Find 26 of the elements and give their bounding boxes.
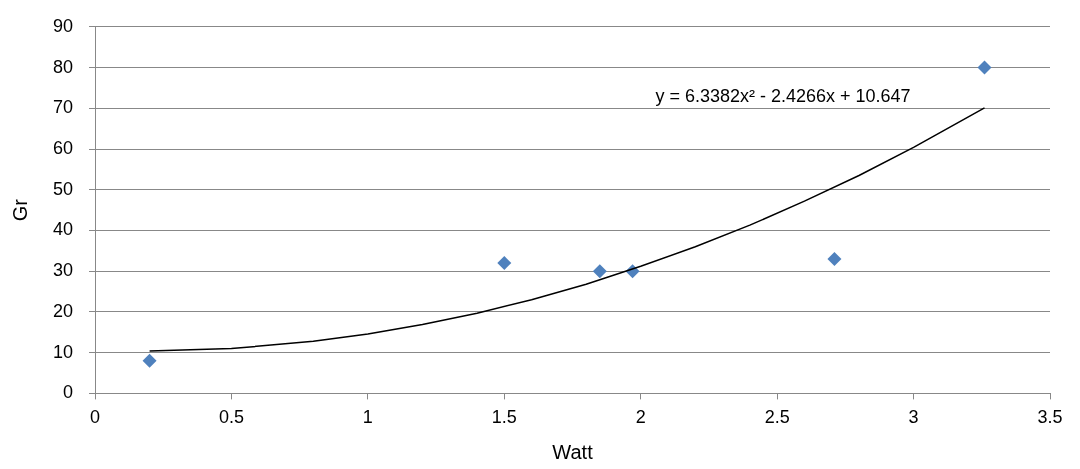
y-tick-label: 10 — [52, 341, 74, 362]
y-tick-label: 90 — [52, 15, 74, 36]
y-axis-title: Gr — [8, 198, 31, 222]
y-tick-label: 70 — [52, 97, 74, 118]
annotation: y = 6.3382x² - 2.4266x + 10.647 — [655, 85, 911, 106]
y-tick-label: 40 — [52, 219, 74, 240]
x-tick-label: 0.5 — [218, 407, 244, 428]
point — [592, 264, 607, 279]
x-axis-title: Watt — [552, 440, 594, 463]
x-tick-label: 2.5 — [764, 407, 790, 428]
x-tick-label: 3.5 — [1037, 407, 1063, 428]
x-tick-label: 1.5 — [491, 407, 517, 428]
point — [977, 60, 992, 75]
y-tick-label: 0 — [63, 382, 74, 403]
y-tick-label: 20 — [52, 300, 74, 321]
y-tick-label: 30 — [52, 260, 74, 281]
point — [142, 353, 157, 368]
x-tick-label: 0 — [90, 407, 101, 428]
point — [497, 256, 512, 271]
point — [827, 251, 842, 266]
x-tick-label: 1 — [362, 407, 373, 428]
x-tick-label: 3 — [908, 407, 919, 428]
y-tick-label: 80 — [52, 56, 74, 77]
y-tick-label: 60 — [52, 137, 74, 158]
y-tick-label: 50 — [52, 178, 74, 199]
x-tick-label: 2 — [635, 407, 646, 428]
